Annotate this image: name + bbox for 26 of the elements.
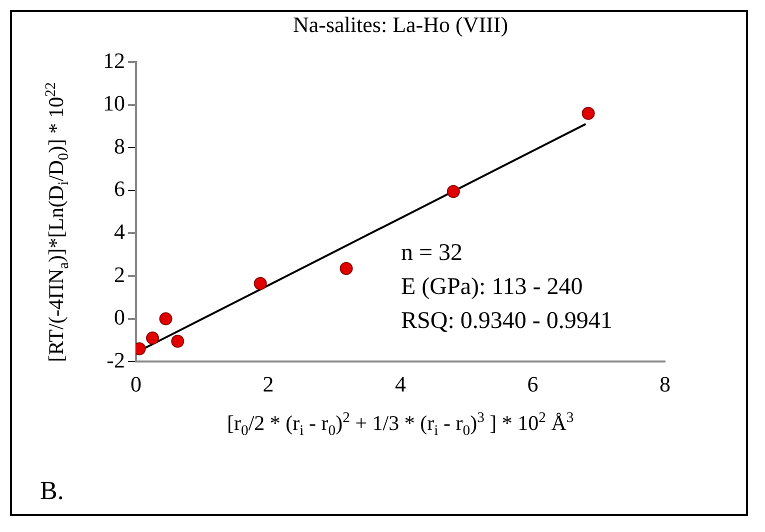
annotation: n = 32 <box>401 240 463 267</box>
y-tick-label: 12 <box>103 48 125 73</box>
point <box>171 334 184 348</box>
point <box>340 262 353 276</box>
y-tick-label: 6 <box>114 176 125 202</box>
annotation: E (GPa): 113 - 240 <box>401 274 583 301</box>
point <box>146 332 160 345</box>
y-tick-label: 10 <box>103 90 125 116</box>
y-tick-label: 0 <box>114 304 125 330</box>
point <box>582 106 595 120</box>
point <box>159 312 172 326</box>
text: [r$_{0}$/2 * (r$_{i}$ - r$_{0}$)$^{2}$ + 1/3 * (r$_{i}$ - r$_{0}$)$^{3}$ ] * 10$^{2}$ Å$^{3}$ <box>227 410 574 439</box>
text: B. <box>40 476 64 506</box>
point <box>254 276 267 290</box>
x-tick-label: 0 <box>130 372 142 397</box>
y-tick-label: 4 <box>114 218 125 244</box>
x-tick-label: 2 <box>262 372 274 397</box>
y-tick-label: 8 <box>114 133 125 158</box>
x-tick-label: 4 <box>395 372 406 397</box>
annotation: RSQ: 0.9340 - 0.9941 <box>401 308 612 335</box>
y-tick-label: -2 <box>106 347 125 372</box>
chart-title: Na-salites: La-Ho (VIII) <box>293 12 508 38</box>
y-tick-label: 2 <box>114 262 125 287</box>
x-tick-label: 6 <box>527 372 538 397</box>
x-tick-label: 8 <box>660 372 670 397</box>
point <box>446 184 460 198</box>
